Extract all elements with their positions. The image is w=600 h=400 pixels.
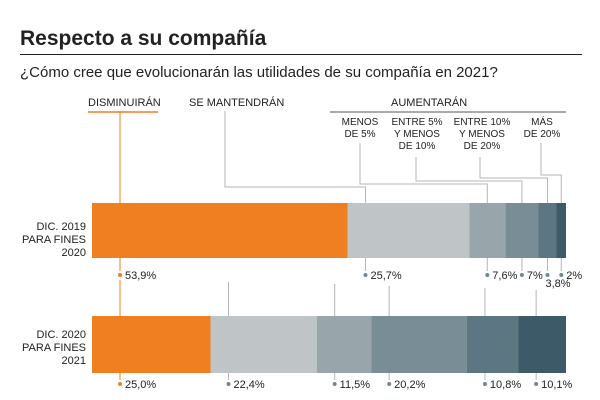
bar-segment-2019-10to20 xyxy=(538,203,557,258)
subheader-5to10-line2: Y MENOS xyxy=(394,129,440,140)
subheader-gt20-line2: DE 20% xyxy=(523,129,561,140)
bar-segment-2020-10to20 xyxy=(466,316,519,373)
row-label-2020-line2: PARA FINES xyxy=(22,342,86,354)
label-dot-2020-5to10 xyxy=(387,382,392,386)
label-dot-2019-10to20 xyxy=(545,273,550,277)
leader-line-2019-gt20 xyxy=(540,143,562,203)
data-label-2020-lt5: 11,5% xyxy=(340,379,371,391)
row-label-2020: DIC. 2020 PARA FINES 2021 xyxy=(20,329,86,368)
data-label-2020-5to10: 20,2% xyxy=(394,379,425,391)
subheader-lt5-line2: DE 5% xyxy=(344,129,376,140)
row-label-2020-line1: DIC. 2020 xyxy=(36,329,86,341)
subheader-10to20-line3: DE 20% xyxy=(463,141,501,152)
label-dot-2020-gt20 xyxy=(534,382,539,386)
data-label-2019-5to10: 7% xyxy=(527,270,543,282)
bar-segment-2019-same xyxy=(347,203,470,258)
label-dot-2019-same xyxy=(363,273,368,277)
leader-line-2019-10to20 xyxy=(479,157,549,203)
label-dot-2019-decrease xyxy=(118,273,122,277)
subheader-5to10: ENTRE 5% Y MENOS DE 10% xyxy=(386,117,448,153)
bar-segment-2019-gt20 xyxy=(556,203,566,258)
label-dot-2020-decrease xyxy=(118,382,122,386)
row-label-2020-line3: 2021 xyxy=(61,355,86,367)
subheader-lt5-line1: MENOS xyxy=(341,117,379,128)
data-label-2019-lt5: 7,6% xyxy=(492,270,517,282)
subheader-gt20: MÁS DE 20% xyxy=(519,117,565,141)
data-label-2019-10to20: 3,8% xyxy=(546,278,571,290)
header-same: SE MANTENDRÁN xyxy=(189,97,285,109)
bar-segment-2020-gt20 xyxy=(518,316,566,373)
row-label-2019-line2: PARA FINES xyxy=(22,234,86,246)
chart-question: ¿Cómo cree que evolucionarán las utilida… xyxy=(20,64,498,81)
label-dot-2019-gt20 xyxy=(559,273,564,277)
bar-segment-2020-same xyxy=(210,316,317,373)
row-label-2019-line3: 2020 xyxy=(61,247,86,259)
label-dot-2020-lt5 xyxy=(332,382,337,386)
data-label-2020-gt20: 10,1% xyxy=(541,379,572,391)
data-label-2019-decrease: 53,9% xyxy=(125,270,156,282)
label-dot-2020-10to20 xyxy=(482,382,487,386)
subheader-gt20-line1: MÁS xyxy=(531,117,553,128)
subheader-10to20-line1: ENTRE 10% xyxy=(453,117,511,128)
data-label-2019-gt20: 2% xyxy=(566,270,582,282)
subheader-5to10-line3: DE 10% xyxy=(398,141,436,152)
data-label-2020-decrease: 25,0% xyxy=(125,379,156,391)
row-label-2019: DIC. 2019 PARA FINES 2020 xyxy=(20,221,86,260)
label-dot-2019-5to10 xyxy=(519,273,524,277)
bar-segment-2020-5to10 xyxy=(371,316,467,373)
header-increase: AUMENTARÁN xyxy=(391,97,468,109)
subheader-10to20: ENTRE 10% Y MENOS DE 20% xyxy=(449,117,515,153)
header-decrease: DISMINUIRÁN xyxy=(88,97,161,109)
label-dot-2019-lt5 xyxy=(485,273,490,277)
bar-segment-2019-5to10 xyxy=(505,203,539,258)
chart-title: Respecto a su compañía xyxy=(20,27,267,50)
title-rule xyxy=(20,54,582,55)
leader-line-2019-same xyxy=(224,111,366,203)
data-label-2020-same: 22,4% xyxy=(234,379,265,391)
subheader-lt5: MENOS DE 5% xyxy=(330,117,390,141)
subheader-5to10-line1: ENTRE 5% xyxy=(391,117,443,128)
data-label-2019-same: 25,7% xyxy=(370,270,401,282)
bar-segment-2020-decrease xyxy=(92,316,211,373)
bar-segment-2020-lt5 xyxy=(316,316,372,373)
subheader-10to20-line2: Y MENOS xyxy=(459,129,505,140)
leader-line-2019-lt5 xyxy=(359,143,488,203)
data-label-2020-10to20: 10,8% xyxy=(490,379,521,391)
bar-segment-2019-lt5 xyxy=(469,203,506,258)
label-dot-2020-same xyxy=(226,382,231,386)
leader-line-2019-5to10 xyxy=(415,157,523,203)
row-label-2019-line1: DIC. 2019 xyxy=(36,221,86,233)
bar-segment-2019-decrease xyxy=(92,203,348,258)
